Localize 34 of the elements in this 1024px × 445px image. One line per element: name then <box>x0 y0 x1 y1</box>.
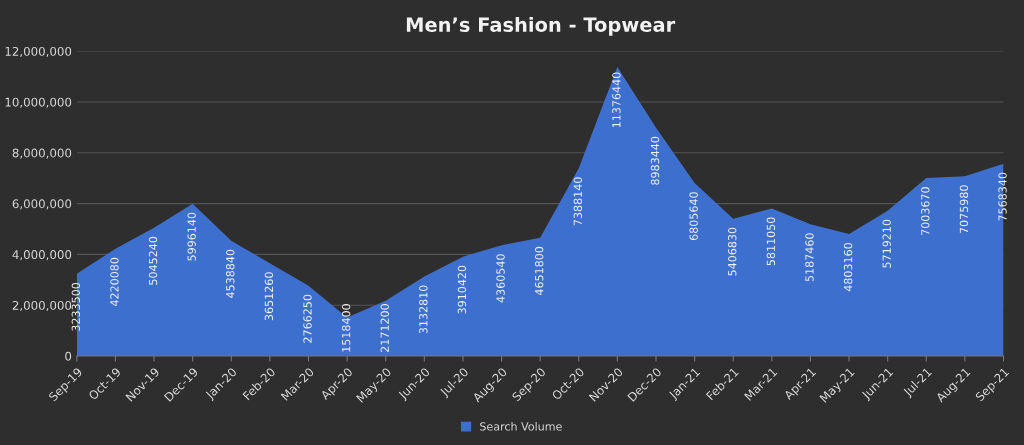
y-tick-label: 8,000,000 <box>12 148 72 159</box>
y-tick-label: 6,000,000 <box>12 199 72 210</box>
y-tick-label: 12,000,000 <box>5 46 72 58</box>
data-label: 5045240 <box>148 236 158 285</box>
data-label: 11376440 <box>612 72 621 128</box>
data-label: 1518400 <box>341 304 351 352</box>
y-tick-label: 10,000,000 <box>5 97 72 108</box>
data-label: 3651260 <box>264 272 274 321</box>
data-label: 4651800 <box>534 246 544 296</box>
data-label: 5187460 <box>805 233 814 282</box>
data-label: 4360540 <box>496 254 505 303</box>
data-label: 7003670 <box>921 187 930 235</box>
data-label: 5406830 <box>728 227 737 276</box>
data-label: 5811050 <box>766 217 776 266</box>
y-tick-label: 2,000,000 <box>12 300 72 312</box>
data-label: 2171200 <box>380 304 389 352</box>
data-label: 5719210 <box>882 219 891 268</box>
data-label: 3132810 <box>419 285 428 334</box>
y-tick-label: 0 <box>65 351 72 361</box>
data-label: 7568340 <box>998 172 1007 221</box>
chart-title: Men’s Fashion - Topwear <box>406 16 676 36</box>
data-label: 3910420 <box>457 265 467 314</box>
data-label: 4220080 <box>110 257 119 307</box>
data-label: 8983440 <box>650 136 660 185</box>
data-label: 4538840 <box>226 249 235 298</box>
data-label: 6805640 <box>689 192 698 241</box>
data-label: 7388140 <box>573 177 582 226</box>
legend-label: Search Volume <box>480 422 562 431</box>
data-label: 7075980 <box>959 185 969 234</box>
y-tick-label: 4,000,000 <box>12 250 72 261</box>
data-label: 3233500 <box>71 282 81 331</box>
data-label: 4803160 <box>843 243 853 292</box>
data-label: 2766250 <box>303 294 312 343</box>
data-label: 5996140 <box>187 212 196 261</box>
